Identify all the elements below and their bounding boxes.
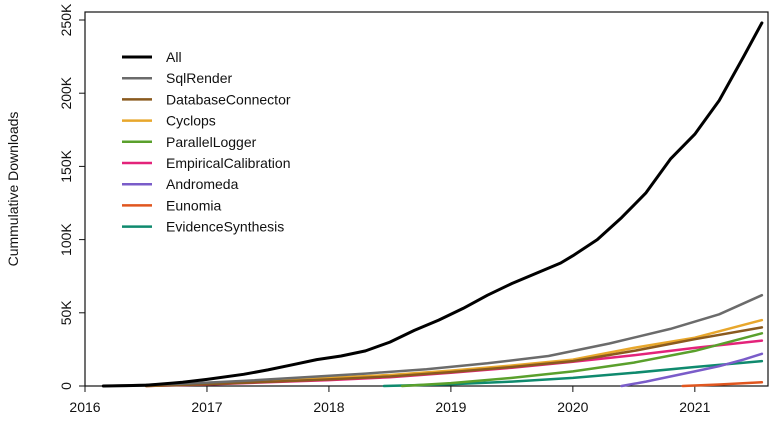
legend-label-andromeda: Andromeda <box>166 176 239 192</box>
legend-label-databaseconnector: DatabaseConnector <box>166 91 291 107</box>
y-tick-label: 250K <box>58 3 74 36</box>
series-line-empiricalcalibration <box>144 339 764 388</box>
y-axis-title: Cummulative Downloads <box>5 112 21 267</box>
series-line-parallellogger <box>400 332 764 388</box>
series-layer <box>101 21 764 388</box>
y-tick-label: 100K <box>58 223 74 256</box>
x-tick-label: 2019 <box>435 399 466 415</box>
legend-label-eunomia: Eunomia <box>166 197 221 213</box>
y-axis: 0 50K 100K 150K 200K 250K <box>58 3 85 390</box>
legend-label-all: All <box>166 49 182 65</box>
legend-label-sqlrender: SqlRender <box>166 70 232 86</box>
x-tick-label: 2017 <box>191 399 222 415</box>
series-line-andromeda <box>620 352 764 388</box>
series-line-all <box>101 21 764 388</box>
y-tick-label: 200K <box>58 76 74 109</box>
series-line-sqlrender <box>102 293 764 388</box>
series-line-eunomia <box>681 381 764 388</box>
y-tick-label: 0 <box>58 382 74 390</box>
x-axis: 2016 2017 2018 2019 2020 2021 <box>69 386 711 415</box>
legend-label-empiricalcalibration: EmpiricalCalibration <box>166 155 291 171</box>
y-tick-label: 150K <box>58 149 74 182</box>
x-tick-label: 2020 <box>557 399 588 415</box>
legend-label-cyclops: Cyclops <box>166 113 216 129</box>
x-tick-label: 2016 <box>69 399 100 415</box>
legend: All SqlRender DatabaseConnector Cyclops Para… <box>122 49 291 235</box>
x-tick-label: 2018 <box>313 399 344 415</box>
legend-label-parallellogger: ParallelLogger <box>166 134 257 150</box>
x-tick-label: 2021 <box>679 399 710 415</box>
series-line-databaseconnector <box>144 326 764 388</box>
legend-label-evidencesynthesis: EvidenceSynthesis <box>166 219 284 235</box>
y-tick-label: 50K <box>58 300 74 326</box>
